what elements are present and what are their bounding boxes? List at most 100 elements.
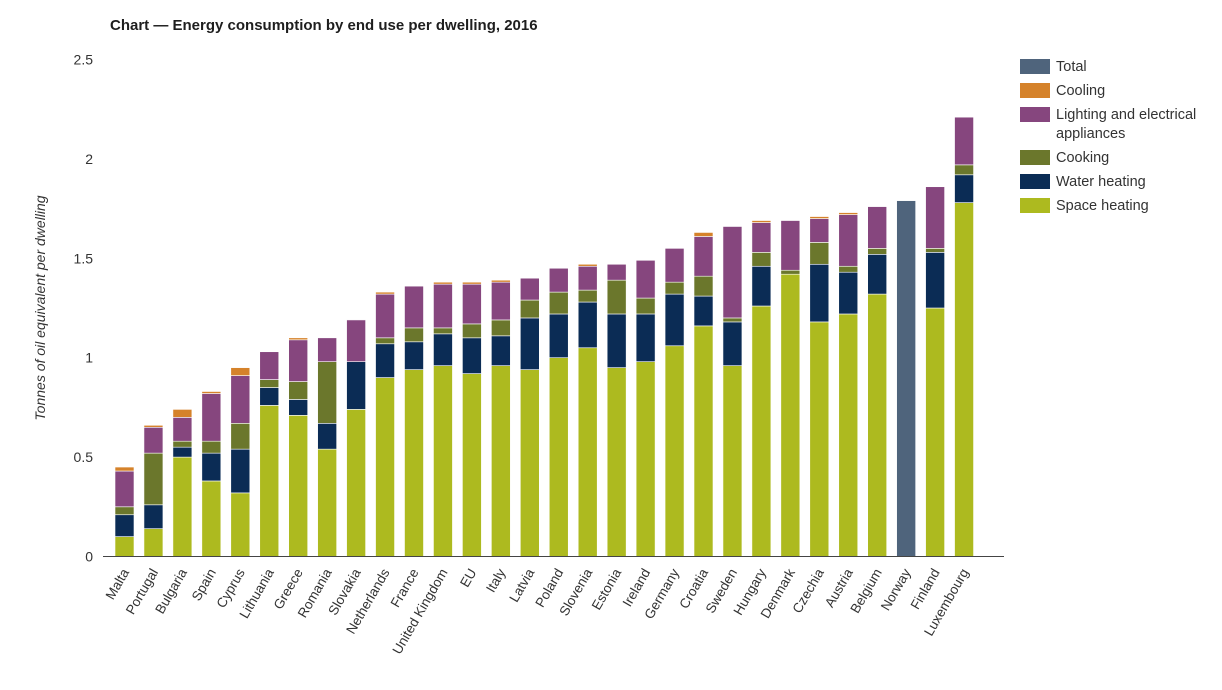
bar-segment[interactable]: Hungary — Cooling: 0.01 (751, 220, 772, 223)
bar-segment[interactable]: Italy — Space heating: 0.96 (491, 365, 511, 557)
bar-segment[interactable]: Spain — Cooling: 0.01 (201, 391, 222, 394)
bar-segment[interactable]: Slovenia — Cooling: 0.01 (577, 263, 598, 267)
legend-item-space-heating[interactable]: Space heating (1020, 197, 1220, 216)
bar-segment[interactable]: Malta — Cooking: 0.04 (114, 506, 135, 516)
bar-segment[interactable]: Sweden — Water heating: 0.22 (722, 321, 743, 366)
bar-segment[interactable]: Netherlands — Cooking: 0.03 (375, 337, 395, 345)
bar-segment[interactable]: Bulgaria — Cooling: 0.04 (172, 409, 193, 418)
bar-segment[interactable]: EU — Cooking: 0.07 (462, 323, 482, 339)
legend-item-water-heating[interactable]: Water heating (1020, 173, 1220, 192)
bar-segment[interactable]: Hungary — Space heating: 1.26 (751, 305, 772, 557)
bar-segment[interactable]: Hungary — Water heating: 0.2 (751, 265, 772, 307)
bar-segment[interactable]: Spain — Cooking: 0.06 (201, 440, 222, 454)
bar-segment[interactable]: Cyprus — Cooling: 0.04 (230, 367, 251, 376)
legend-item-cooling[interactable]: Cooling (1020, 82, 1220, 101)
bar-segment[interactable]: Finland — Space heating: 1.25 (925, 307, 945, 557)
bar-segment[interactable]: Italy — Water heating: 0.15 (491, 335, 511, 366)
bar-segment[interactable]: Lithuania — Space heating: 0.76 (259, 405, 280, 557)
bar-segment[interactable]: Ireland — Cooking: 0.08 (635, 297, 656, 315)
bar-segment[interactable]: Slovenia — Cooking: 0.06 (577, 289, 598, 303)
bar-segment[interactable]: Austria — Cooking: 0.03 (838, 265, 859, 273)
bar-segment[interactable]: Slovakia — Water heating: 0.24 (346, 361, 366, 410)
bar-segment[interactable]: Sweden — Space heating: 0.96 (722, 365, 743, 557)
bar-segment[interactable]: Cyprus — Cooking: 0.13 (230, 422, 251, 450)
bar-segment[interactable]: Malta — Water heating: 0.11 (114, 514, 135, 537)
bar-segment[interactable]: Poland — Lighting and electrical applian… (548, 267, 569, 293)
bar-segment[interactable]: Belgium — Space heating: 1.32 (867, 293, 888, 557)
bar-segment[interactable]: Netherlands — Water heating: 0.17 (375, 343, 395, 378)
bar-segment[interactable]: Greece — Cooking: 0.09 (288, 381, 309, 400)
bar-segment[interactable]: Austria — Water heating: 0.21 (838, 271, 859, 315)
bar-segment[interactable]: Ireland — Space heating: 0.98 (635, 361, 656, 557)
bar-segment[interactable]: Cyprus — Water heating: 0.22 (230, 448, 251, 494)
bar-segment[interactable]: Germany — Cooking: 0.06 (664, 281, 685, 295)
bar-segment[interactable]: Bulgaria — Space heating: 0.5 (172, 456, 193, 557)
bar-segment[interactable]: United Kingdom — Cooking: 0.03 (433, 327, 453, 335)
bar-segment[interactable]: Germany — Space heating: 1.06 (664, 345, 685, 557)
bar-segment[interactable]: Czechia — Cooling: 0.01 (809, 216, 830, 219)
bar-segment[interactable]: Denmark — Space heating: 1.42 (780, 273, 801, 557)
bar-segment[interactable]: Poland — Water heating: 0.22 (548, 313, 569, 358)
bar-segment[interactable]: Netherlands — Lighting and electrical ap… (375, 293, 395, 339)
bar-segment[interactable]: Latvia — Space heating: 0.94 (519, 369, 540, 557)
bar-segment[interactable]: Norway — Total: 1.79 (896, 200, 916, 557)
bar-segment[interactable]: Croatia — Cooling: 0.02 (693, 232, 714, 237)
bar-segment[interactable]: France — Cooking: 0.07 (404, 327, 424, 343)
legend-item-lighting[interactable]: Lighting and electrical appliances (1020, 106, 1220, 144)
bar-segment[interactable]: Cyprus — Lighting and electrical applian… (230, 375, 251, 424)
bar-segment[interactable]: Finland — Cooking: 0.02 (925, 248, 945, 253)
legend-item-cooking[interactable]: Cooking (1020, 149, 1220, 168)
bar-segment[interactable]: Netherlands — Cooling: 0.01 (375, 291, 395, 295)
bar-segment[interactable]: Lithuania — Cooking: 0.04 (259, 379, 280, 388)
bar-segment[interactable]: Malta — Lighting and electrical applianc… (114, 470, 135, 508)
bar-segment[interactable]: Slovakia — Lighting and electrical appli… (346, 319, 366, 362)
bar-segment[interactable]: Romania — Cooking: 0.31 (317, 361, 337, 424)
bar-segment[interactable]: Belgium — Lighting and electrical applia… (867, 206, 888, 249)
bar-segment[interactable]: France — Water heating: 0.14 (404, 341, 424, 370)
bar-segment[interactable]: Netherlands — Space heating: 0.9 (375, 377, 395, 557)
bar-segment[interactable]: Czechia — Lighting and electrical applia… (809, 218, 830, 243)
bar-segment[interactable]: Finland — Lighting and electrical applia… (925, 186, 945, 249)
bar-segment[interactable]: Belgium — Cooking: 0.03 (867, 248, 888, 255)
bar-segment[interactable]: Cyprus — Space heating: 0.32 (230, 492, 251, 557)
bar-segment[interactable]: Slovenia — Water heating: 0.23 (577, 301, 598, 349)
bar-segment[interactable]: Czechia — Cooking: 0.11 (809, 242, 830, 265)
bar-segment[interactable]: Greece — Space heating: 0.71 (288, 415, 309, 557)
bar-segment[interactable]: Bulgaria — Cooking: 0.03 (172, 440, 193, 448)
bar-segment[interactable]: Romania — Water heating: 0.13 (317, 422, 337, 450)
bar-segment[interactable]: Sweden — Lighting and electrical applian… (722, 226, 743, 319)
bar-segment[interactable]: Czechia — Space heating: 1.18 (809, 321, 830, 557)
bar-segment[interactable]: Croatia — Water heating: 0.15 (693, 295, 714, 327)
bar-segment[interactable]: France — Space heating: 0.94 (404, 369, 424, 557)
bar-segment[interactable]: Luxembourg — Space heating: 1.78 (954, 202, 974, 557)
bar-segment[interactable]: Lithuania — Water heating: 0.09 (259, 387, 280, 406)
bar-segment[interactable]: Portugal — Lighting and electrical appli… (143, 426, 164, 454)
bar-segment[interactable]: Croatia — Cooking: 0.1 (693, 275, 714, 297)
bar-segment[interactable]: Slovakia — Space heating: 0.74 (346, 409, 366, 557)
bar-segment[interactable]: Italy — Cooking: 0.08 (491, 319, 511, 337)
bar-segment[interactable]: Slovenia — Space heating: 1.05 (577, 347, 598, 557)
bar-segment[interactable]: Portugal — Space heating: 0.14 (143, 528, 164, 557)
bar-segment[interactable]: Belgium — Water heating: 0.2 (867, 254, 888, 295)
bar-segment[interactable]: Sweden — Cooking: 0.02 (722, 317, 743, 323)
bar-segment[interactable]: Greece — Lighting and electrical applian… (288, 339, 309, 382)
bar-segment[interactable]: EU — Water heating: 0.18 (462, 337, 482, 374)
bar-segment[interactable]: Luxembourg — Lighting and electrical app… (954, 116, 974, 166)
bar-segment[interactable]: France — Lighting and electrical applian… (404, 285, 424, 329)
bar-segment[interactable]: Portugal — Cooking: 0.26 (143, 452, 164, 506)
bar-segment[interactable]: Spain — Space heating: 0.38 (201, 480, 222, 557)
bar-segment[interactable]: Luxembourg — Water heating: 0.14 (954, 174, 974, 203)
bar-segment[interactable]: Greece — Cooling: 0.01 (288, 337, 309, 341)
bar-segment[interactable]: Bulgaria — Lighting and electrical appli… (172, 417, 193, 442)
bar-segment[interactable]: EU — Lighting and electrical appliances:… (462, 283, 482, 325)
bar-segment[interactable]: Austria — Lighting and electrical applia… (838, 214, 859, 267)
bar-segment[interactable]: Denmark — Lighting and electrical applia… (780, 220, 801, 271)
bar-segment[interactable]: Ireland — Lighting and electrical applia… (635, 259, 656, 299)
bar-segment[interactable]: Latvia — Cooking: 0.09 (519, 299, 540, 319)
bar-segment[interactable]: Ireland — Water heating: 0.24 (635, 313, 656, 362)
bar-segment[interactable]: Poland — Space heating: 1 (548, 357, 569, 557)
bar-segment[interactable]: Hungary — Cooking: 0.07 (751, 252, 772, 267)
bar-segment[interactable]: Estonia — Lighting and electrical applia… (606, 263, 627, 281)
bar-segment[interactable]: Slovenia — Lighting and electrical appli… (577, 265, 598, 291)
bar-segment[interactable]: Romania — Space heating: 0.54 (317, 448, 337, 557)
